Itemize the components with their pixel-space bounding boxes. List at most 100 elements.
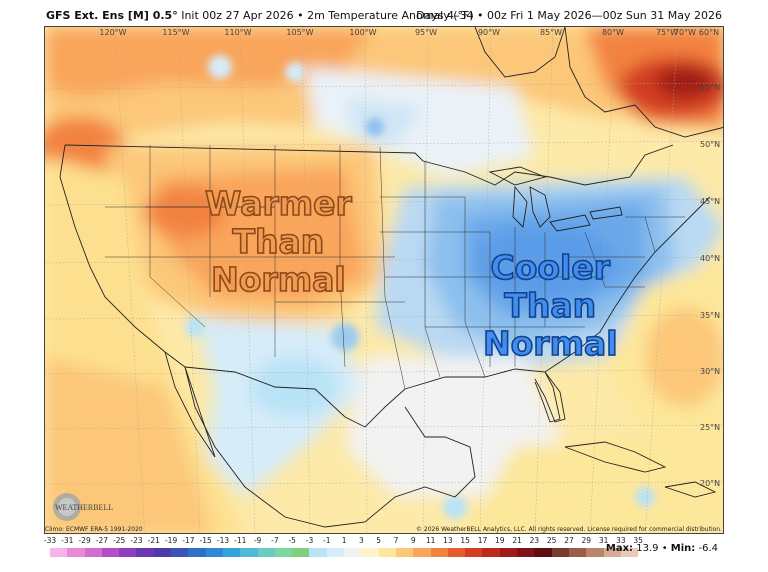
scale-tick-label: -27 [95,536,109,545]
scale-swatch [240,548,258,557]
scale-swatch [50,548,68,557]
scale-tick-label: 33 [616,536,626,545]
scale-swatch [534,548,552,557]
scale-swatch [205,548,223,557]
scale-swatch [67,548,85,557]
max-min-stats: Max: 13.9 • Min: -6.4 [606,543,718,554]
scale-swatch [361,548,379,557]
scale-tick-label: 31 [598,536,609,545]
lon-label: 80°W [601,28,625,37]
scale-tick-label: -25 [113,536,126,545]
anomaly-speckles [185,55,655,519]
lon-label: 105°W [286,28,314,37]
scale-swatch [499,548,518,557]
min-value: -6.4 [698,543,718,554]
cool-line: Cooler [490,248,611,288]
scale-swatch [430,548,448,557]
scale-tick-label: 1 [341,536,347,545]
lat-label: 35°N [700,311,721,320]
scale-tick-label: -21 [147,536,160,545]
scale-swatch [395,548,414,557]
scale-swatch [309,548,327,557]
climo-credit: Climo: ECMWF ERA-5 1991-2020 [45,526,143,533]
field-name: 2m Temperature Anomaly (°F) [307,9,474,22]
scale-swatch [465,548,483,557]
scale-tick-label: 13 [443,536,453,545]
cool-line: Than [504,286,597,326]
lon-label: 100°W [349,28,377,37]
scale-tick-label: -29 [78,536,91,545]
scale-swatch [482,548,500,557]
scale-swatch [620,548,639,557]
lon-label: 85°W [539,28,563,37]
scale-swatch [568,548,587,557]
title-separator: • [297,9,304,22]
warm-line: Than [232,222,325,262]
lat-label: 45°N [700,197,721,206]
scale-swatch [378,548,396,557]
scale-tick-label: -23 [130,536,143,545]
scale-tick-label: 11 [425,536,436,545]
anomaly-map: 120°W 115°W 110°W 105°W 100°W 95°W 90°W … [44,26,724,534]
scale-tick-label: 5 [376,536,382,545]
scale-tick-label: -19 [164,536,178,545]
scale-tick-label: 9 [410,536,416,545]
scale-tick-label: 27 [564,536,574,545]
scale-swatch [274,548,293,557]
init-time: Init 00z 27 Apr 2026 [181,9,294,22]
scale-swatch [344,548,362,557]
logo-mark: WEATHERBELL [53,493,113,521]
scale-tick-label: 7 [393,536,399,545]
scale-tick-label: 23 [529,536,540,545]
scale-bar [50,548,639,557]
scale-tick-label: 21 [512,536,522,545]
scale-tick-label: -17 [182,536,195,545]
state-lines [105,145,685,390]
cool-line: Normal [482,324,618,364]
min-label: Min: [670,543,696,554]
cooler-than-normal-label: Cooler Than Normal [482,248,618,364]
map-canvas [45,27,723,533]
scale-swatch [517,548,535,557]
logo-text: WEATHERBELL [55,503,113,512]
lon-label: 110°W [224,28,252,37]
scale-swatch [257,548,275,557]
scale-tick-label: -3 [305,536,314,545]
max-value: 13.9 [636,543,659,554]
scale-tick-label: 3 [359,536,364,545]
scale-tick-label: -9 [253,536,262,545]
max-label: Max: [605,543,634,554]
lon-label: 115°W [162,28,190,37]
boundaries [59,27,723,528]
color-scale: -33 -31 -29 -27 -25 -23 -21 -19 -17 -15 -13 -11 -9 -7… [44,536,644,572]
scale-swatch [171,548,189,557]
map-header: GFS Ext. Ens [M] 0.5° Init 00z 27 Apr 20… [0,0,768,26]
lat-label: 55°N [700,83,721,92]
scale-tick-label: -11 [234,536,247,545]
graticule [45,27,723,533]
scale-tick-label: 25 [546,536,557,545]
scale-tick-label: -33 [43,536,57,545]
warm-line: Normal [210,260,346,300]
lon-label: 70°W [673,28,697,37]
lat-label: 20°N [700,479,721,488]
scale-tick-label: 19 [495,536,505,545]
lat-label: 50°N [700,140,721,149]
scale-swatch [551,548,569,557]
scale-swatch [101,548,120,557]
scale-tick-label: -15 [199,536,212,545]
lon-label: 75°W [655,28,679,37]
warm-line: Warmer [204,184,352,224]
scale-swatch [586,548,604,557]
license-notice: © 2026 WeatherBELL Analytics, LLC. All r… [416,526,722,533]
scale-swatch [603,548,621,557]
scale-tick-label: 29 [581,536,592,545]
scale-swatch [413,548,431,557]
valid-range: Days 4–34 • 00z Fri 1 May 2026—00z Sun 3… [416,9,722,22]
scale-swatch [188,548,206,557]
lat-label: 40°N [700,254,721,263]
scale-swatch [326,548,345,557]
model-name: GFS Ext. Ens [M] 0.5° [46,9,178,22]
scale-swatch [222,548,241,557]
map-title: GFS Ext. Ens [M] 0.5° Init 00z 27 Apr 20… [46,9,474,22]
